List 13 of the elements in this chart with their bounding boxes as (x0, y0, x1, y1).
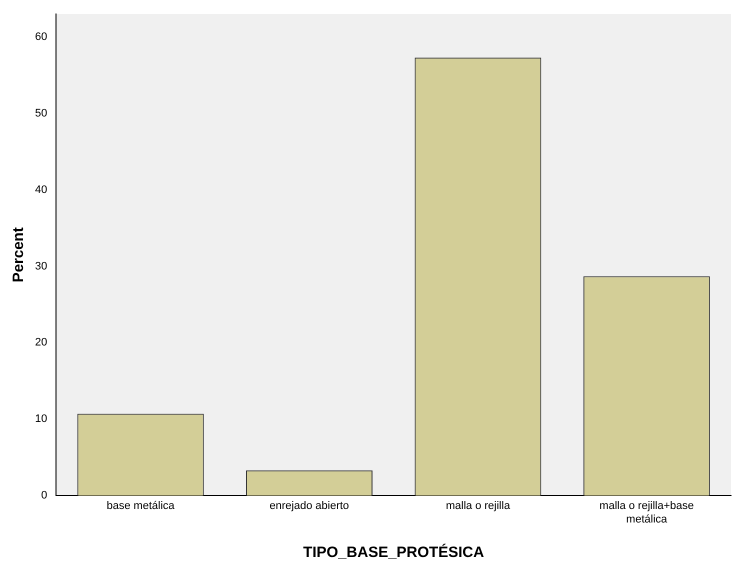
y-tick-label: 20 (34, 336, 48, 349)
x-axis-title: TIPO_BASE_PROTÉSICA (303, 543, 484, 562)
y-tick-label: 0 (41, 490, 48, 502)
x-tick-label: enrejado abierto (270, 500, 350, 512)
y-tick-label: 30 (34, 260, 48, 272)
x-tick-label: base metálica (106, 500, 176, 512)
y-tick-label: 10 (34, 413, 48, 426)
x-tick-label: malla o rejilla+base metálica (599, 500, 694, 526)
y-tick-label: 60 (34, 30, 48, 43)
y-tick-label: 40 (34, 184, 48, 196)
y-tick-label: 50 (34, 107, 48, 120)
y-axis-title: Percent (10, 227, 28, 282)
x-tick-label: malla o rejilla (446, 500, 511, 512)
